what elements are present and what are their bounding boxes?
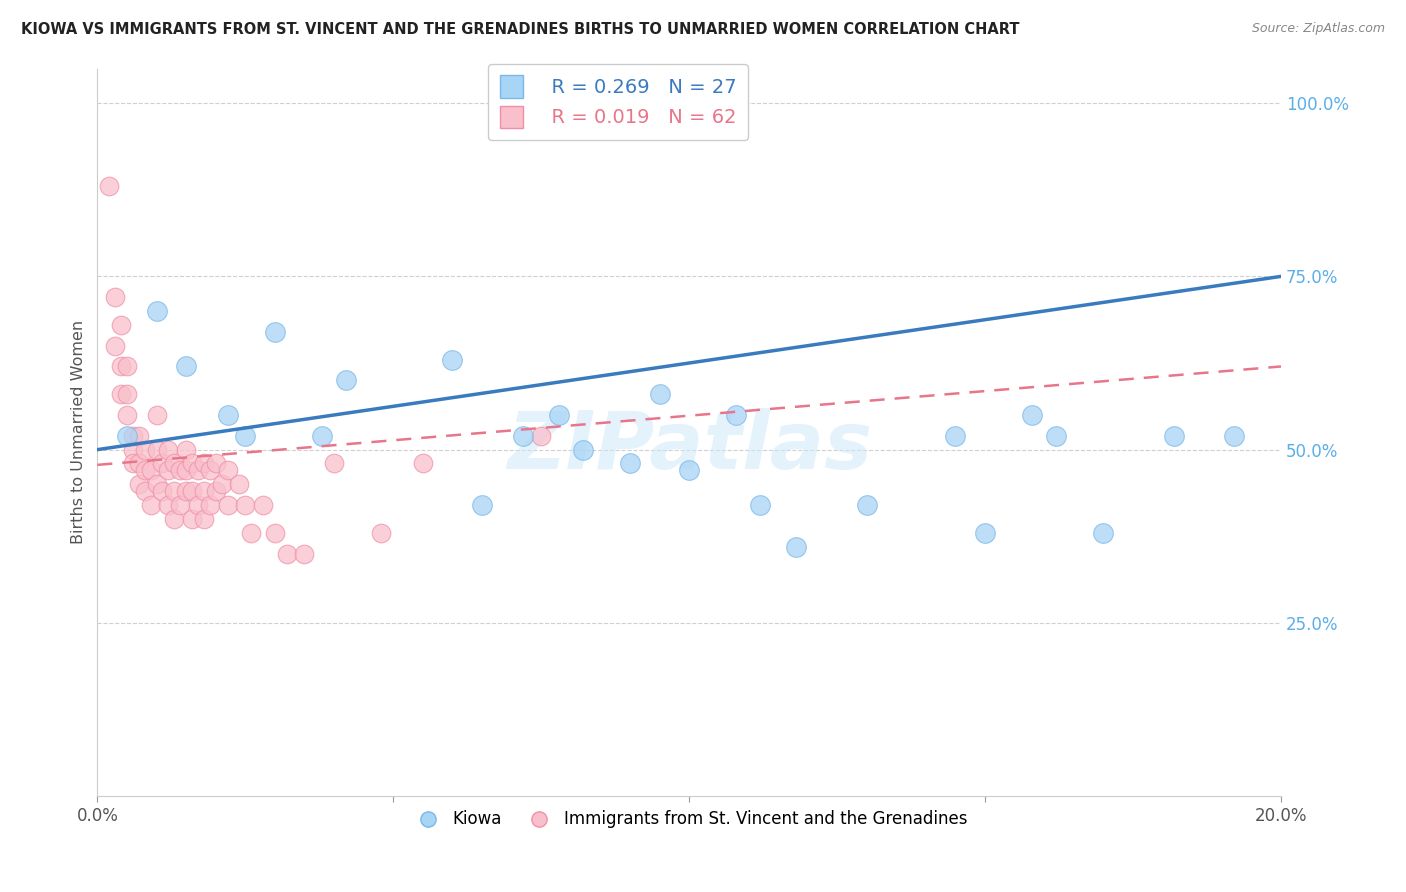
Point — [252, 498, 274, 512]
Point — [1092, 525, 1115, 540]
Point — [471, 498, 494, 512]
Point — [110, 387, 132, 401]
Point — [145, 477, 167, 491]
Point — [1163, 429, 1185, 443]
Text: ZIPatlas: ZIPatlas — [506, 408, 872, 486]
Point — [110, 318, 132, 332]
Point — [619, 457, 641, 471]
Point — [311, 429, 333, 443]
Point — [412, 457, 434, 471]
Point — [725, 408, 748, 422]
Point — [128, 429, 150, 443]
Point — [169, 498, 191, 512]
Point — [157, 463, 180, 477]
Point — [157, 498, 180, 512]
Point — [217, 408, 239, 422]
Point — [121, 429, 143, 443]
Point — [174, 463, 197, 477]
Point — [855, 498, 877, 512]
Point — [193, 512, 215, 526]
Point — [264, 525, 287, 540]
Point — [233, 498, 256, 512]
Point — [530, 429, 553, 443]
Point — [370, 525, 392, 540]
Point — [198, 463, 221, 477]
Point — [228, 477, 250, 491]
Point — [1045, 429, 1067, 443]
Point — [678, 463, 700, 477]
Y-axis label: Births to Unmarried Women: Births to Unmarried Women — [72, 320, 86, 544]
Point — [134, 442, 156, 457]
Point — [98, 179, 121, 194]
Point — [264, 325, 287, 339]
Point — [128, 477, 150, 491]
Point — [785, 540, 807, 554]
Point — [974, 525, 997, 540]
Point — [134, 463, 156, 477]
Point — [204, 457, 226, 471]
Point — [204, 484, 226, 499]
Point — [115, 359, 138, 374]
Point — [571, 442, 593, 457]
Point — [145, 442, 167, 457]
Point — [548, 408, 571, 422]
Point — [198, 498, 221, 512]
Point — [104, 290, 127, 304]
Point — [134, 484, 156, 499]
Point — [181, 484, 204, 499]
Point — [163, 457, 186, 471]
Point — [163, 484, 186, 499]
Point — [512, 429, 534, 443]
Point — [181, 512, 204, 526]
Point — [648, 387, 671, 401]
Point — [139, 498, 162, 512]
Point — [139, 463, 162, 477]
Point — [211, 477, 233, 491]
Point — [749, 498, 772, 512]
Point — [181, 457, 204, 471]
Point — [152, 457, 174, 471]
Point — [240, 525, 263, 540]
Point — [441, 352, 464, 367]
Point — [174, 442, 197, 457]
Point — [174, 359, 197, 374]
Point — [121, 457, 143, 471]
Point — [163, 512, 186, 526]
Point — [945, 429, 967, 443]
Point — [115, 429, 138, 443]
Point — [233, 429, 256, 443]
Point — [193, 457, 215, 471]
Point — [152, 484, 174, 499]
Point — [157, 442, 180, 457]
Point — [294, 547, 316, 561]
Point — [193, 484, 215, 499]
Point — [115, 387, 138, 401]
Point — [121, 442, 143, 457]
Point — [128, 457, 150, 471]
Point — [217, 463, 239, 477]
Point — [323, 457, 346, 471]
Point — [145, 408, 167, 422]
Text: KIOWA VS IMMIGRANTS FROM ST. VINCENT AND THE GRENADINES BIRTHS TO UNMARRIED WOME: KIOWA VS IMMIGRANTS FROM ST. VINCENT AND… — [21, 22, 1019, 37]
Point — [335, 373, 357, 387]
Point — [169, 463, 191, 477]
Point — [174, 484, 197, 499]
Point — [104, 339, 127, 353]
Point — [110, 359, 132, 374]
Point — [1222, 429, 1244, 443]
Point — [1021, 408, 1043, 422]
Point — [145, 304, 167, 318]
Legend: Kiowa, Immigrants from St. Vincent and the Grenadines: Kiowa, Immigrants from St. Vincent and t… — [405, 804, 974, 835]
Point — [217, 498, 239, 512]
Point — [187, 463, 209, 477]
Point — [276, 547, 298, 561]
Point — [187, 498, 209, 512]
Point — [115, 408, 138, 422]
Text: Source: ZipAtlas.com: Source: ZipAtlas.com — [1251, 22, 1385, 36]
